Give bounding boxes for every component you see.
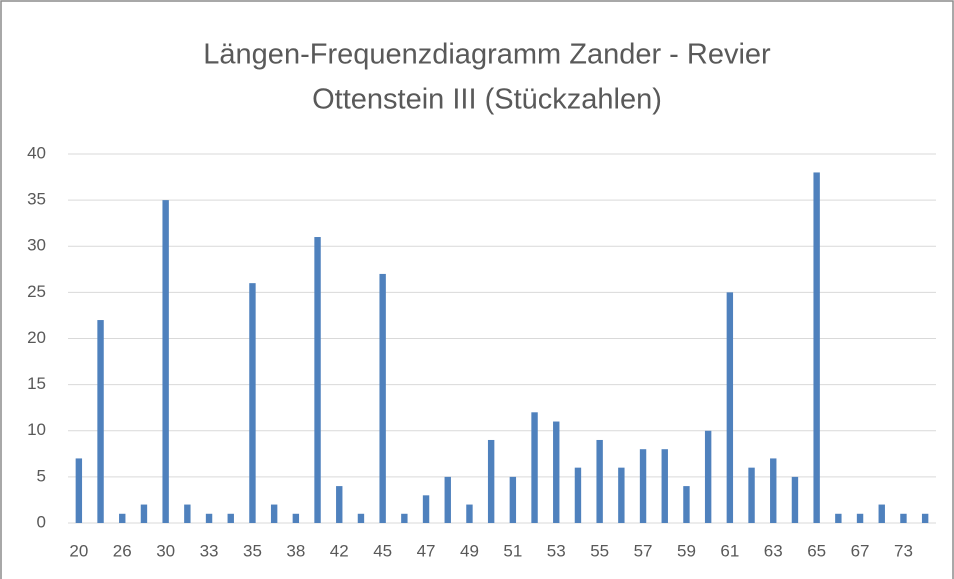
x-tick-label: 65	[807, 541, 826, 560]
bar	[205, 513, 213, 523]
bar	[856, 513, 864, 523]
bar	[97, 320, 104, 523]
chart-title: Längen-Frequenzdiagramm Zander - Revier	[203, 39, 771, 71]
bar	[162, 200, 169, 523]
x-tick-label: 63	[764, 541, 783, 560]
x-tick-label: 61	[720, 541, 739, 560]
x-tick-label: 59	[677, 541, 696, 560]
chart-title: Ottenstein III (Stückzahlen)	[312, 84, 662, 116]
bar	[422, 495, 430, 523]
y-tick-label: 20	[27, 328, 46, 347]
y-tick-label: 0	[37, 512, 46, 531]
x-tick-label: 67	[851, 541, 870, 560]
bar	[921, 513, 929, 523]
bar	[270, 504, 278, 523]
y-tick-label: 5	[37, 466, 46, 485]
bar	[466, 504, 473, 523]
bar	[770, 458, 777, 523]
x-tick-label: 73	[894, 541, 913, 560]
bar	[704, 430, 712, 523]
x-tick-label: 53	[547, 541, 566, 560]
bar	[292, 513, 300, 523]
bar	[531, 412, 538, 523]
bar	[878, 504, 885, 523]
x-tick-label: 20	[69, 541, 88, 560]
bar	[75, 458, 83, 523]
y-tick-label: 40	[27, 143, 46, 162]
bar	[487, 439, 495, 523]
y-tick-label: 15	[27, 374, 46, 393]
bar	[249, 283, 256, 523]
y-tick-label: 35	[27, 190, 46, 209]
x-tick-label: 33	[200, 541, 219, 560]
bar	[401, 513, 408, 523]
y-tick-label: 25	[27, 282, 46, 301]
y-tick-label: 10	[27, 420, 46, 439]
x-tick-label: 42	[330, 541, 349, 560]
bar	[813, 172, 820, 523]
bar	[791, 476, 799, 523]
bar	[618, 467, 625, 523]
bar	[336, 486, 343, 523]
x-tick-label: 55	[590, 541, 609, 560]
x-tick-label: 45	[373, 541, 392, 560]
bar	[683, 486, 690, 523]
bar	[184, 504, 191, 523]
x-tick-label: 38	[286, 541, 305, 560]
bar	[314, 237, 321, 523]
bar	[227, 513, 234, 523]
x-tick-label: 30	[156, 541, 175, 560]
bar	[639, 449, 647, 523]
bar	[574, 467, 582, 523]
bar	[553, 421, 560, 523]
bar	[661, 449, 668, 523]
bar	[140, 504, 148, 523]
bar	[748, 467, 755, 523]
x-tick-label: 35	[243, 541, 262, 560]
bar	[119, 513, 126, 523]
bar	[357, 513, 365, 523]
bar	[900, 513, 907, 523]
x-tick-label: 49	[460, 541, 479, 560]
bar	[444, 476, 451, 523]
bar	[835, 513, 842, 523]
x-tick-label: 47	[417, 541, 436, 560]
x-tick-label: 26	[113, 541, 132, 560]
bar	[596, 439, 603, 523]
bar	[379, 273, 386, 523]
bar	[726, 292, 734, 523]
y-tick-label: 30	[27, 236, 46, 255]
x-tick-label: 57	[634, 541, 653, 560]
bar	[509, 476, 517, 523]
x-tick-label: 51	[503, 541, 522, 560]
